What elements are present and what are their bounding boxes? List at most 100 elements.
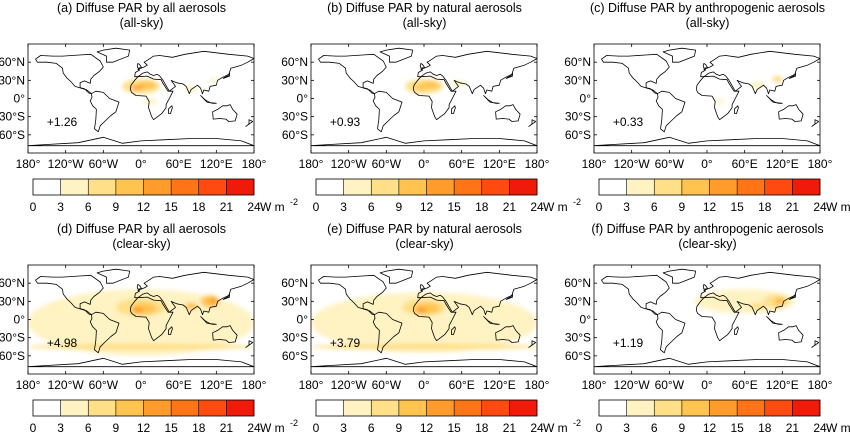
colorbar-tick-label: 9 <box>396 200 403 214</box>
colorbar-segment <box>143 400 172 416</box>
coastline-eurasia <box>134 50 254 95</box>
coastline-samerica <box>372 311 403 354</box>
coastline-samerica <box>89 90 120 133</box>
colorbar-tick-label: 9 <box>679 421 686 435</box>
lon-tick-label: 180° <box>525 378 550 392</box>
lon-tick-label: 60°W <box>655 378 685 392</box>
coastline-africa <box>129 75 174 121</box>
colorbar-tick-label: 3 <box>623 200 630 214</box>
coastline-greenland <box>379 47 414 63</box>
coastline-uk <box>702 63 709 69</box>
colorbar-segment <box>226 179 255 195</box>
colorbar-segment <box>737 179 766 195</box>
lat-tick-label: 60°S <box>282 128 308 142</box>
colorbar-tick-label: 15 <box>730 421 744 435</box>
colorbar-unit: W m <box>260 200 285 214</box>
colorbar-segment <box>171 179 200 195</box>
diffuse-par-contour <box>209 298 217 305</box>
colorbar-tick-label: 18 <box>475 200 489 214</box>
colorbar-segment <box>709 400 738 416</box>
lon-tick-label: 180° <box>299 378 324 392</box>
coastline-namerica <box>601 274 670 316</box>
diffuse-par-contour <box>415 307 427 314</box>
coastline-japan <box>222 72 230 79</box>
coastline-japan <box>788 72 796 79</box>
lon-tick-label: 60°W <box>655 157 685 171</box>
colorbar-tick-label: 21 <box>503 421 517 435</box>
lon-tick-label: 120°W <box>48 378 85 392</box>
colorbar-segment <box>681 179 710 195</box>
colorbar-unit: W m <box>826 200 850 214</box>
colorbar-tick-label: 6 <box>651 421 658 435</box>
colorbar-unit: W m <box>543 200 568 214</box>
colorbar-tick-label: 6 <box>368 200 375 214</box>
lat-tick-label: 60°S <box>282 349 308 363</box>
diffuse-par-contour <box>131 85 145 91</box>
coastline-namerica <box>601 53 670 95</box>
colorbar-segment <box>143 179 172 195</box>
coastline-japan <box>505 72 513 79</box>
lat-tick-label: 60°N <box>281 55 308 69</box>
colorbar-segment <box>681 400 710 416</box>
colorbar-tick-label: 9 <box>396 421 403 435</box>
colorbar-tick-label: 15 <box>447 421 461 435</box>
lat-tick-label: 30°N <box>564 294 591 308</box>
colorbar-tick-label: 3 <box>623 421 630 435</box>
colorbar-tick-label: 18 <box>758 421 772 435</box>
lat-tick-label: 0° <box>14 313 26 327</box>
colorbar-segment <box>316 179 344 195</box>
colorbar-segment <box>626 400 655 416</box>
colorbar-tick-label: 0 <box>30 200 37 214</box>
panel-subtitle: (all-sky) <box>402 16 447 30</box>
diffuse-par-contour <box>144 98 157 105</box>
coastline-antarctica <box>594 357 820 368</box>
lat-tick-label: 60°N <box>0 276 25 290</box>
coastline-indonesia <box>200 316 217 325</box>
lat-tick-label: 30°S <box>282 331 308 345</box>
colorbar-tick-label: 3 <box>57 200 64 214</box>
coastline-eurasia <box>700 50 820 95</box>
coastline-eurasia <box>134 271 254 316</box>
colorbar-tick-label: 18 <box>758 200 772 214</box>
colorbar-tick-label: 6 <box>651 200 658 214</box>
global-mean-value: +1.26 <box>47 115 78 129</box>
colorbar-segment <box>426 400 455 416</box>
lat-tick-label: 60°S <box>565 128 591 142</box>
panel-title: (c) Diffuse PAR by anthropogenic aerosol… <box>589 1 826 15</box>
colorbar-unit: W m <box>826 421 850 435</box>
coastline-australia <box>778 325 804 343</box>
colorbar-tick-label: 9 <box>113 200 120 214</box>
colorbar-tick-label: 18 <box>475 421 489 435</box>
coastline-japan <box>788 293 796 300</box>
coastline-greenland <box>96 47 131 63</box>
coastline-namerica <box>35 53 104 95</box>
colorbar-unit-exponent: -2 <box>290 418 298 428</box>
coastline-antarctica <box>594 136 820 147</box>
lon-tick-label: 180° <box>582 157 607 171</box>
colorbar-segment <box>343 179 372 195</box>
colorbar-segment <box>481 400 510 416</box>
coastline-uk <box>419 63 426 69</box>
colorbar-segment <box>509 400 538 416</box>
colorbar-segment <box>509 179 538 195</box>
diffuse-par-contour <box>714 99 725 104</box>
coastline-eurasia <box>700 271 820 316</box>
colorbar-tick-label: 3 <box>57 421 64 435</box>
lat-tick-label: 0° <box>580 92 592 106</box>
colorbar-tick-label: 3 <box>340 421 347 435</box>
colorbar-segment <box>398 400 427 416</box>
lat-tick-label: 30°N <box>564 73 591 87</box>
lat-tick-label: 60°N <box>564 276 591 290</box>
diffuse-par-contour <box>415 85 427 91</box>
lon-tick-label: 120°W <box>614 157 651 171</box>
colorbar-segment <box>599 400 627 416</box>
colorbar-tick-label: 6 <box>368 421 375 435</box>
lon-tick-label: 60°W <box>372 157 402 171</box>
lon-tick-label: 60°W <box>89 378 119 392</box>
lat-tick-label: 60°N <box>0 55 25 69</box>
